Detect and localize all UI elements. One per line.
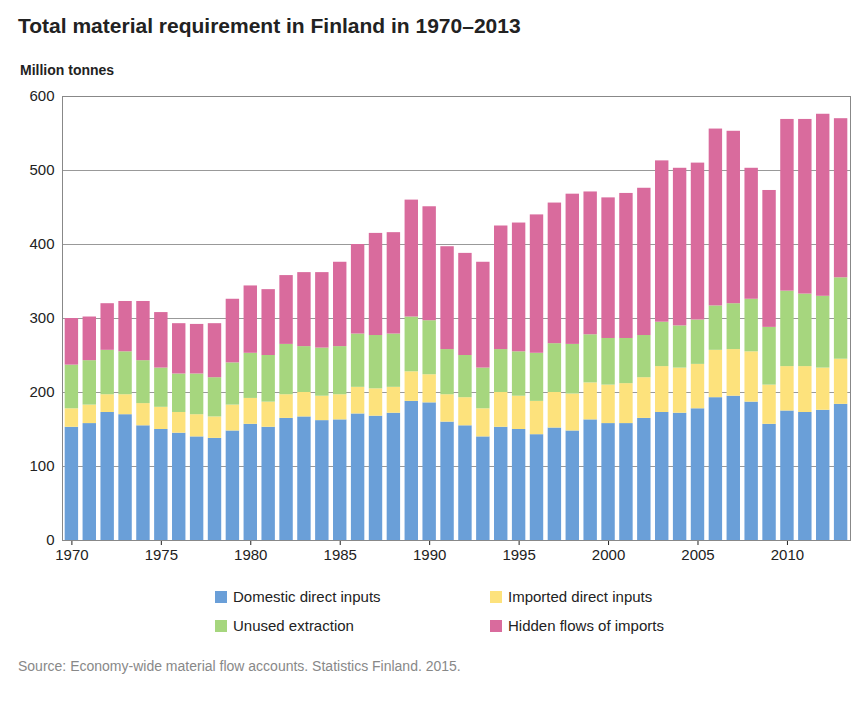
svg-text:1970: 1970 <box>55 546 88 563</box>
svg-text:1985: 1985 <box>324 546 357 563</box>
svg-text:1990: 1990 <box>413 546 446 563</box>
svg-text:2000: 2000 <box>592 546 625 563</box>
svg-text:500: 500 <box>29 161 54 178</box>
svg-text:400: 400 <box>29 235 54 252</box>
svg-text:200: 200 <box>29 383 54 400</box>
svg-text:2010: 2010 <box>771 546 804 563</box>
html-text:Hidden flows of imports: Hidden flows of imports <box>508 617 664 634</box>
html-text:Imported direct inputs: Imported direct inputs <box>508 588 653 605</box>
html-text:Domestic direct inputs: Domestic direct inputs <box>233 588 381 605</box>
svg-text:0: 0 <box>46 531 54 548</box>
html-text:Total material requirement in: Total material requirement in Finland in… <box>18 14 521 37</box>
html-text:Source: Economy-wide material: Source: Economy-wide material flow accou… <box>18 658 461 674</box>
html-text:Unused extraction: Unused extraction <box>233 617 354 634</box>
svg-text:1995: 1995 <box>502 546 535 563</box>
svg-text:300: 300 <box>29 309 54 326</box>
svg-text:2005: 2005 <box>681 546 714 563</box>
svg-text:600: 600 <box>29 87 54 104</box>
svg-text:100: 100 <box>29 457 54 474</box>
svg-text:1980: 1980 <box>234 546 267 563</box>
html-text:Million tonnes: Million tonnes <box>20 62 115 78</box>
svg-text:1975: 1975 <box>145 546 178 563</box>
